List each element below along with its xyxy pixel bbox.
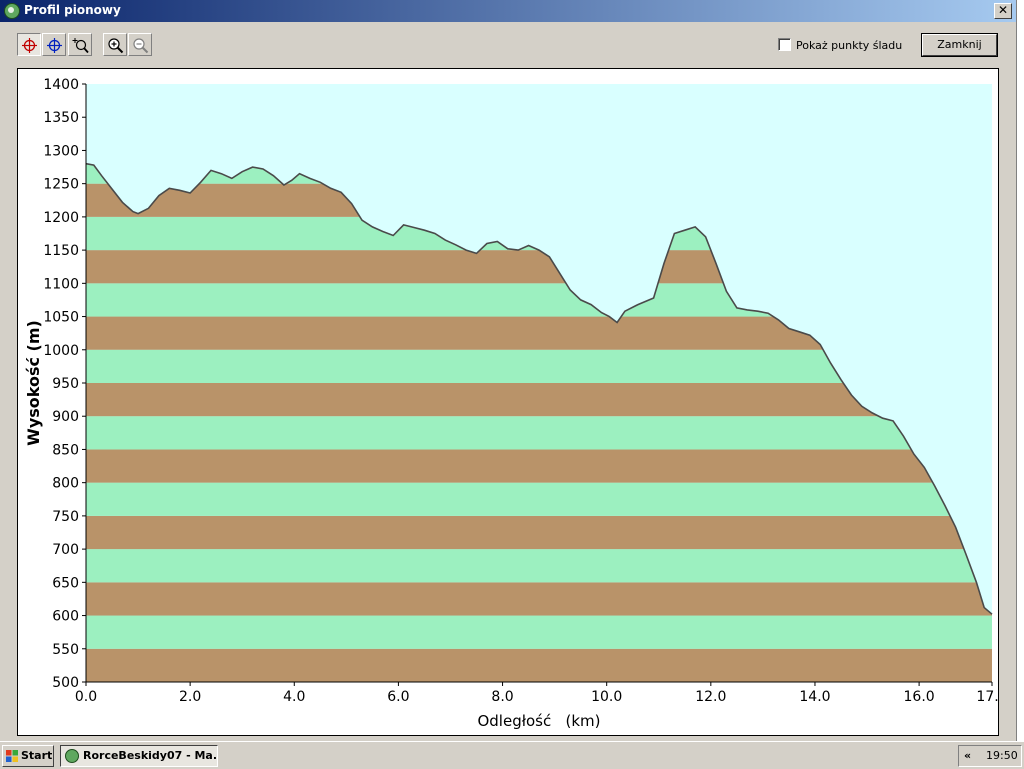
crosshair-red-button[interactable] [17, 33, 41, 56]
crosshair-blue-icon [47, 38, 62, 53]
taskbar: Start RorceBeskidy07 - Ma... « 19:50 [0, 741, 1024, 769]
title-bar[interactable]: Profil pionowy ✕ [0, 0, 1016, 22]
y-ticks: 500 550 600 650 700 750 800 850 900 950 1000 1050 11… [43, 77, 86, 691]
crosshair-red-icon [22, 38, 37, 53]
y-tick-label: 750 [52, 509, 79, 525]
start-label: Start [21, 749, 53, 762]
y-tick-label: 1050 [43, 310, 79, 326]
x-tick-label: 2.0 [179, 689, 201, 705]
elevation-profile-chart: 500 550 600 650 700 750 800 850 900 950 1000 1050 11… [17, 68, 999, 736]
x-tick-label: 4.0 [283, 689, 305, 705]
elevation-band [86, 449, 992, 483]
globe-icon [4, 3, 20, 19]
y-tick-label: 700 [52, 542, 79, 558]
window-close-button[interactable]: ✕ [994, 3, 1012, 19]
windows-logo-icon [6, 750, 18, 762]
zoom-window-button[interactable] [68, 33, 92, 56]
app-globe-icon [65, 749, 79, 763]
y-tick-label: 900 [52, 409, 79, 425]
elevation-band [86, 482, 992, 516]
system-tray: « 19:50 [958, 745, 1022, 767]
y-tick-label: 800 [52, 476, 79, 492]
y-tick-label: 1300 [43, 143, 79, 159]
x-tick-label: 17.4 [976, 689, 998, 705]
y-tick-label: 1400 [43, 77, 79, 93]
elevation-band [86, 615, 992, 649]
background-window-edge [1016, 0, 1024, 741]
window-title: Profil pionowy [24, 3, 121, 17]
tray-expand-icon[interactable]: « [964, 749, 972, 762]
x-tick-label: 10.0 [591, 689, 622, 705]
show-track-points-label: Pokaż punkty śladu [796, 39, 903, 52]
elevation-band [86, 549, 992, 583]
y-tick-label: 600 [52, 609, 79, 625]
y-axis-label: Wysokość (m) [24, 320, 43, 446]
x-tick-label: 16.0 [904, 689, 935, 705]
clock: 19:50 [986, 749, 1018, 762]
zoom-window-icon [72, 38, 89, 54]
y-tick-label: 650 [52, 575, 79, 591]
x-tick-label: 6.0 [387, 689, 409, 705]
elevation-band [86, 648, 992, 682]
y-tick-label: 1100 [43, 276, 79, 292]
x-tick-label: 12.0 [695, 689, 726, 705]
y-tick-label: 550 [52, 642, 79, 658]
zoom-out-icon [133, 38, 149, 54]
chart-canvas: 500 550 600 650 700 750 800 850 900 950 1000 1050 11… [24, 77, 998, 730]
profile-window: Profil pionowy ✕ [0, 0, 1017, 741]
profile-line [85, 162, 993, 615]
x-tick-label: 8.0 [491, 689, 513, 705]
y-tick-label: 1350 [43, 110, 79, 126]
zoom-in-button[interactable] [103, 33, 127, 56]
checkbox-box[interactable] [778, 38, 791, 51]
x-axis-label: Odległość (km) [477, 712, 600, 730]
y-tick-label: 950 [52, 376, 79, 392]
y-tick-label: 850 [52, 442, 79, 458]
elevation-band [86, 515, 992, 550]
elevation-band [86, 416, 992, 450]
y-tick-label: 1250 [43, 177, 79, 193]
elevation-band [86, 383, 992, 417]
crosshair-blue-button[interactable] [42, 33, 66, 56]
y-tick-label: 1150 [43, 243, 79, 259]
x-ticks: 0.0 2.0 4.0 6.0 8.0 10.0 12.0 14.0 16.0 17.4 [75, 682, 998, 705]
taskbar-app-button[interactable]: RorceBeskidy07 - Ma... [60, 745, 218, 767]
close-button[interactable]: Zamknij [922, 34, 997, 56]
zoom-in-icon [108, 38, 124, 54]
y-tick-label: 1200 [43, 210, 79, 226]
show-track-points-checkbox[interactable]: Pokaż punkty śladu [778, 38, 902, 52]
zoom-out-button[interactable] [128, 33, 152, 56]
y-tick-label: 1000 [43, 343, 79, 359]
x-tick-label: 0.0 [75, 689, 97, 705]
taskbar-app-label: RorceBeskidy07 - Ma... [83, 749, 218, 762]
x-tick-label: 14.0 [799, 689, 830, 705]
elevation-band [86, 582, 992, 616]
y-tick-label: 500 [52, 675, 79, 691]
start-button[interactable]: Start [2, 745, 54, 767]
